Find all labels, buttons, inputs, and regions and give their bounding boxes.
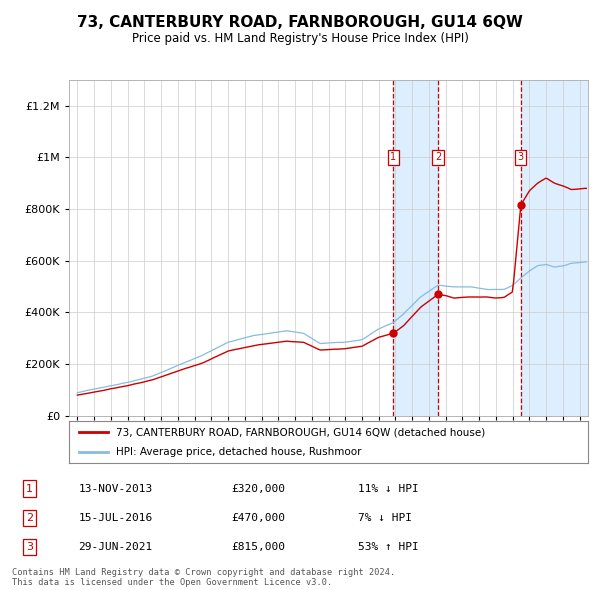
Text: 2: 2: [435, 152, 441, 162]
Text: 3: 3: [26, 542, 33, 552]
Text: 53% ↑ HPI: 53% ↑ HPI: [358, 542, 418, 552]
Text: £320,000: £320,000: [231, 484, 285, 493]
Text: Price paid vs. HM Land Registry's House Price Index (HPI): Price paid vs. HM Land Registry's House …: [131, 32, 469, 45]
Bar: [521, 80, 588, 416]
Bar: [393, 80, 438, 416]
Text: 11% ↓ HPI: 11% ↓ HPI: [358, 484, 418, 493]
Text: £470,000: £470,000: [231, 513, 285, 523]
Text: 73, CANTERBURY ROAD, FARNBOROUGH, GU14 6QW (detached house): 73, CANTERBURY ROAD, FARNBOROUGH, GU14 6…: [116, 427, 485, 437]
Text: 2: 2: [26, 513, 33, 523]
Text: 7% ↓ HPI: 7% ↓ HPI: [358, 513, 412, 523]
Text: 15-JUL-2016: 15-JUL-2016: [78, 513, 152, 523]
Text: £815,000: £815,000: [231, 542, 285, 552]
Text: HPI: Average price, detached house, Rushmoor: HPI: Average price, detached house, Rush…: [116, 447, 361, 457]
Text: Contains HM Land Registry data © Crown copyright and database right 2024.
This d: Contains HM Land Registry data © Crown c…: [12, 568, 395, 587]
Text: 73, CANTERBURY ROAD, FARNBOROUGH, GU14 6QW: 73, CANTERBURY ROAD, FARNBOROUGH, GU14 6…: [77, 15, 523, 30]
Text: 13-NOV-2013: 13-NOV-2013: [78, 484, 152, 493]
Text: 1: 1: [26, 484, 33, 493]
Text: 29-JUN-2021: 29-JUN-2021: [78, 542, 152, 552]
Text: 1: 1: [390, 152, 397, 162]
Text: 3: 3: [518, 152, 524, 162]
